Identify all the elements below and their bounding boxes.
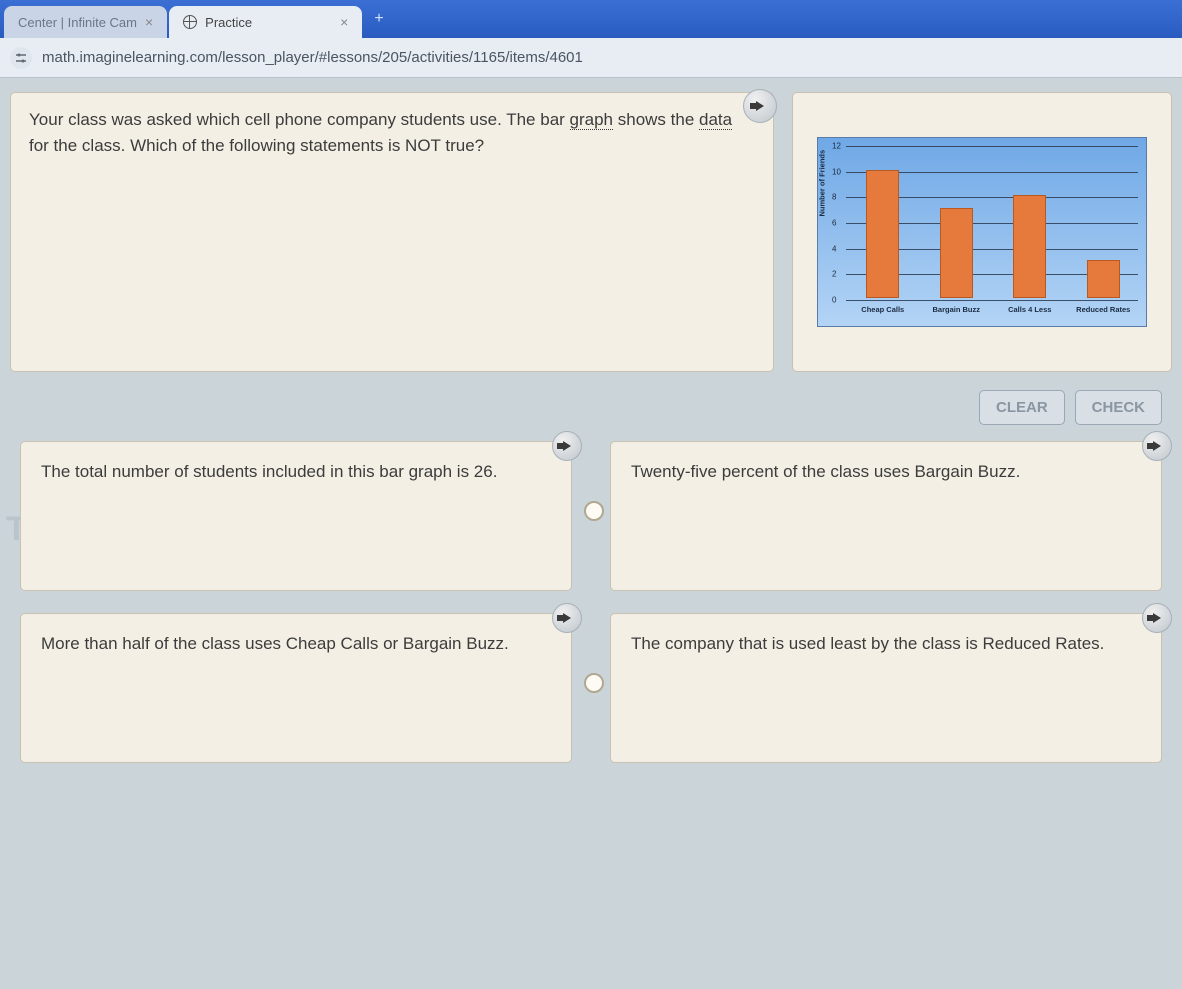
audio-button[interactable] xyxy=(552,603,582,633)
chart-ytick: 6 xyxy=(832,219,836,228)
glossary-link-data[interactable]: data xyxy=(699,110,732,130)
check-button[interactable]: CHECK xyxy=(1075,390,1162,425)
question-text-part: for the class. Which of the following st… xyxy=(29,136,484,155)
answer-option[interactable]: The company that is used least by the cl… xyxy=(610,613,1162,763)
site-settings-icon[interactable] xyxy=(10,47,32,69)
speaker-icon xyxy=(563,613,571,623)
chart-xtick: Bargain Buzz xyxy=(932,305,980,314)
answer-text: More than half of the class uses Cheap C… xyxy=(20,613,572,763)
chart-xtick: Calls 4 Less xyxy=(1008,305,1051,314)
page-content: THINK Your class was asked which cell ph… xyxy=(0,78,1182,989)
action-row: CLEAR CHECK xyxy=(10,386,1172,435)
chart-gridline xyxy=(846,146,1138,147)
clear-button[interactable]: CLEAR xyxy=(979,390,1065,425)
browser-tab-inactive[interactable]: Center | Infinite Cam × xyxy=(4,6,167,38)
browser-tab-bar: Center | Infinite Cam × Practice × + xyxy=(0,0,1182,38)
chart-xtick: Reduced Rates xyxy=(1076,305,1130,314)
answer-option[interactable]: The total number of students included in… xyxy=(20,441,572,591)
audio-button[interactable] xyxy=(1142,431,1172,461)
chart-bar xyxy=(1013,195,1046,298)
browser-tab-active[interactable]: Practice × xyxy=(169,6,362,38)
answer-text: Twenty-five percent of the class uses Ba… xyxy=(610,441,1162,591)
question-panel: Your class was asked which cell phone co… xyxy=(10,92,774,372)
answer-option[interactable]: Twenty-five percent of the class uses Ba… xyxy=(610,441,1162,591)
radio-indicator[interactable] xyxy=(584,501,604,521)
bar-chart: Number of Friends 024681012Cheap CallsBa… xyxy=(817,137,1147,327)
chart-bar xyxy=(1087,260,1120,299)
close-icon[interactable]: × xyxy=(145,14,153,30)
answers-grid: The total number of students included in… xyxy=(10,435,1172,769)
radio-indicator[interactable] xyxy=(584,673,604,693)
chart-bar xyxy=(866,170,899,298)
tab-title: Center | Infinite Cam xyxy=(18,15,137,30)
question-text-part: shows the xyxy=(613,110,699,129)
answer-text: The company that is used least by the cl… xyxy=(610,613,1162,763)
tab-title: Practice xyxy=(205,15,252,30)
chart-ytick: 4 xyxy=(832,244,836,253)
url-text[interactable]: math.imaginelearning.com/lesson_player/#… xyxy=(42,49,583,66)
audio-button[interactable] xyxy=(743,89,777,123)
chart-panel: Number of Friends 024681012Cheap CallsBa… xyxy=(792,92,1172,372)
new-tab-button[interactable]: + xyxy=(364,6,393,32)
chart-gridline xyxy=(846,300,1138,301)
chart-bar xyxy=(940,208,973,298)
chart-ytick: 10 xyxy=(832,167,841,176)
chart-y-label: Number of Friends xyxy=(818,150,827,217)
speaker-icon xyxy=(563,441,571,451)
answer-text: The total number of students included in… xyxy=(20,441,572,591)
chart-xtick: Cheap Calls xyxy=(861,305,904,314)
close-icon[interactable]: × xyxy=(340,14,348,30)
chart-ytick: 2 xyxy=(832,270,836,279)
audio-button[interactable] xyxy=(552,431,582,461)
glossary-link-graph[interactable]: graph xyxy=(570,110,613,130)
speaker-icon xyxy=(1153,613,1161,623)
chart-ytick: 0 xyxy=(832,296,836,305)
answer-option[interactable]: More than half of the class uses Cheap C… xyxy=(20,613,572,763)
speaker-icon xyxy=(1153,441,1161,451)
speaker-icon xyxy=(756,101,764,111)
chart-ytick: 12 xyxy=(832,142,841,151)
chart-ytick: 8 xyxy=(832,193,836,202)
address-bar: math.imaginelearning.com/lesson_player/#… xyxy=(0,38,1182,78)
audio-button[interactable] xyxy=(1142,603,1172,633)
globe-icon xyxy=(183,15,197,29)
question-text-part: Your class was asked which cell phone co… xyxy=(29,110,570,129)
chart-plot-area: 024681012Cheap CallsBargain BuzzCalls 4 … xyxy=(846,146,1138,298)
